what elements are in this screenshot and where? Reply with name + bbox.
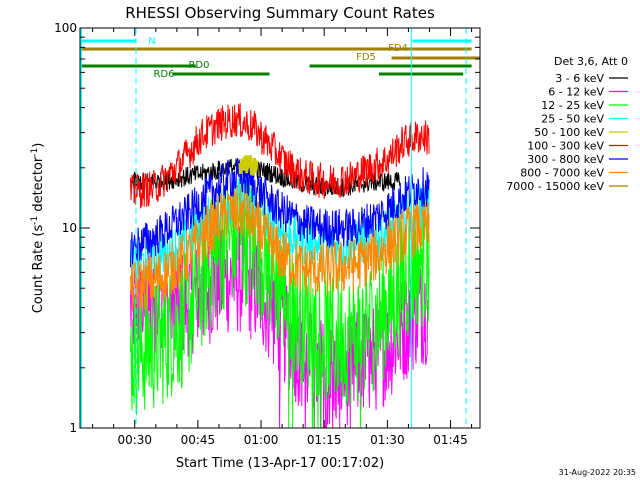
x-axis-label: Start Time (13-Apr-17 00:17:02): [176, 456, 384, 471]
x-tick-label: 01:15: [307, 433, 342, 447]
y-axis-label-sup1: -1: [30, 216, 40, 225]
series-line: [130, 159, 430, 268]
annotation-fd4: FD4: [388, 43, 408, 54]
annotation-n: N: [148, 36, 155, 47]
series-line: [238, 154, 259, 176]
y-tick-label: 100: [54, 21, 77, 35]
x-tick-label: 01:00: [244, 433, 279, 447]
series-12-25kev: [130, 176, 430, 429]
legend-item-label: 25 - 50 keV: [541, 113, 604, 126]
legend-item-label: 6 - 12 keV: [548, 86, 604, 99]
annotation-fd5: FD5: [356, 52, 376, 63]
series-800-7000kev: [130, 184, 430, 312]
legend-item-label: 3 - 6 keV: [555, 72, 604, 85]
annotation-rd0: RD0: [188, 60, 209, 71]
series-300-800kev: [130, 159, 430, 268]
x-tick-label: 00:30: [117, 433, 152, 447]
series-100-300kev: [130, 103, 430, 209]
series-50-100kev: [238, 154, 259, 176]
legend-item-label: 300 - 800 keV: [527, 153, 604, 166]
legend-header: Det 3,6, Att 0: [554, 55, 628, 68]
x-tick-label: 01:45: [433, 433, 468, 447]
legend-item-label: 800 - 7000 keV: [520, 167, 604, 180]
y-axis-label: Count Rate (s-1 detector-1): [30, 143, 46, 314]
chart-title: RHESSI Observing Summary Count Rates: [125, 4, 435, 22]
annotation-rd6: RD6: [153, 69, 174, 80]
legend-item-label: 7000 - 15000 keV: [506, 180, 604, 193]
series-line: [130, 176, 430, 429]
legend-item-label: 50 - 100 keV: [534, 126, 604, 139]
y-axis-label-sup2: -1: [30, 148, 40, 157]
x-tick-label: 00:45: [181, 433, 216, 447]
legend-item-label: 100 - 300 keV: [527, 140, 604, 153]
y-tick-label: 10: [62, 221, 77, 235]
series-line: [130, 184, 430, 312]
legend-item-label: 12 - 25 keV: [541, 99, 604, 112]
y-tick-label: 1: [69, 421, 77, 435]
x-tick-label: 01:30: [370, 433, 405, 447]
timestamp: 31-Aug-2022 20:35: [559, 468, 636, 477]
series-line: [130, 103, 430, 209]
